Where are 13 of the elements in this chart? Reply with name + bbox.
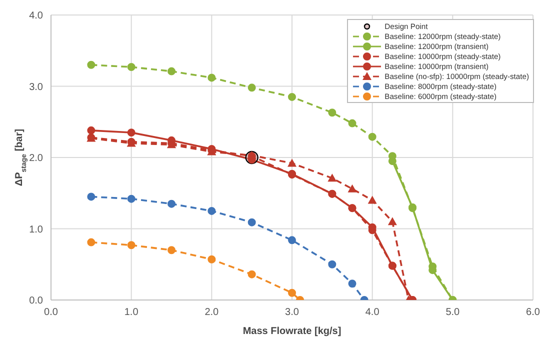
x-tick-label: 3.0 — [285, 307, 300, 318]
x-tick-label: 4.0 — [365, 307, 380, 318]
x-tick-label: 2.0 — [204, 307, 220, 318]
x-axis-title: Mass Flowrate [kg/s] — [242, 326, 342, 337]
y-tick-label: 4.0 — [29, 10, 44, 22]
x-tick-label: 1.0 — [124, 307, 139, 318]
x-tick-label: 0.0 — [44, 307, 58, 318]
y-tick-label: 2.0 — [29, 153, 44, 164]
y-tick-label: 0.0 — [29, 296, 44, 307]
y-tick-label: 1.0 — [29, 224, 44, 236]
y-tick-label: 3.0 — [29, 82, 44, 93]
x-tick-label: 6.0 — [526, 307, 540, 318]
x-tick-label: 5.0 — [446, 307, 460, 318]
